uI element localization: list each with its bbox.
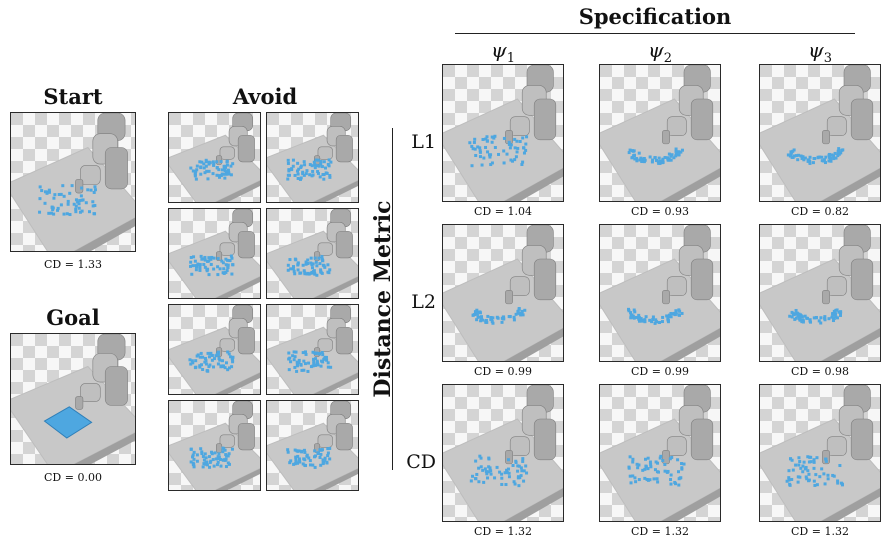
specification-title: Specification [578, 4, 732, 29]
avoid-image [266, 208, 359, 299]
start-image [10, 112, 136, 252]
avoid-image [168, 304, 261, 395]
goal-cd-caption: CD = 0.00 [44, 471, 102, 484]
spec-psi1-label: ψ1 [491, 38, 515, 66]
result-cd-caption: CD = 1.32 [474, 525, 532, 538]
metric-cd-label: CD [406, 451, 436, 473]
distance-metric-rule [392, 128, 393, 470]
result-image [759, 64, 881, 202]
metric-l2-label: L2 [411, 291, 436, 313]
result-cd-caption: CD = 0.99 [631, 365, 689, 378]
goal-image [10, 333, 136, 465]
result-image [599, 384, 721, 522]
avoid-image [266, 304, 359, 395]
avoid-image [168, 112, 261, 203]
result-image [599, 64, 721, 202]
result-cd-caption: CD = 0.99 [474, 365, 532, 378]
result-cd-caption: CD = 1.04 [474, 205, 532, 218]
avoid-image [168, 208, 261, 299]
result-image [442, 384, 564, 522]
start-title: Start [43, 84, 103, 109]
result-cd-caption: CD = 0.93 [631, 205, 689, 218]
result-image [599, 224, 721, 362]
avoid-image [168, 400, 261, 491]
metric-l1-label: L1 [411, 131, 436, 153]
result-image [442, 224, 564, 362]
spec-psi2-label: ψ2 [648, 38, 672, 66]
spec-psi3-label: ψ3 [808, 38, 832, 66]
goal-title: Goal [46, 305, 100, 330]
specification-rule [455, 33, 855, 34]
start-cd-caption: CD = 1.33 [44, 258, 102, 271]
result-image [759, 384, 881, 522]
avoid-image [266, 112, 359, 203]
result-cd-caption: CD = 0.98 [791, 365, 849, 378]
avoid-title: Avoid [232, 84, 298, 109]
result-cd-caption: CD = 1.32 [631, 525, 689, 538]
result-cd-caption: CD = 1.32 [791, 525, 849, 538]
avoid-image [266, 400, 359, 491]
result-image [759, 224, 881, 362]
result-image [442, 64, 564, 202]
result-cd-caption: CD = 0.82 [791, 205, 849, 218]
